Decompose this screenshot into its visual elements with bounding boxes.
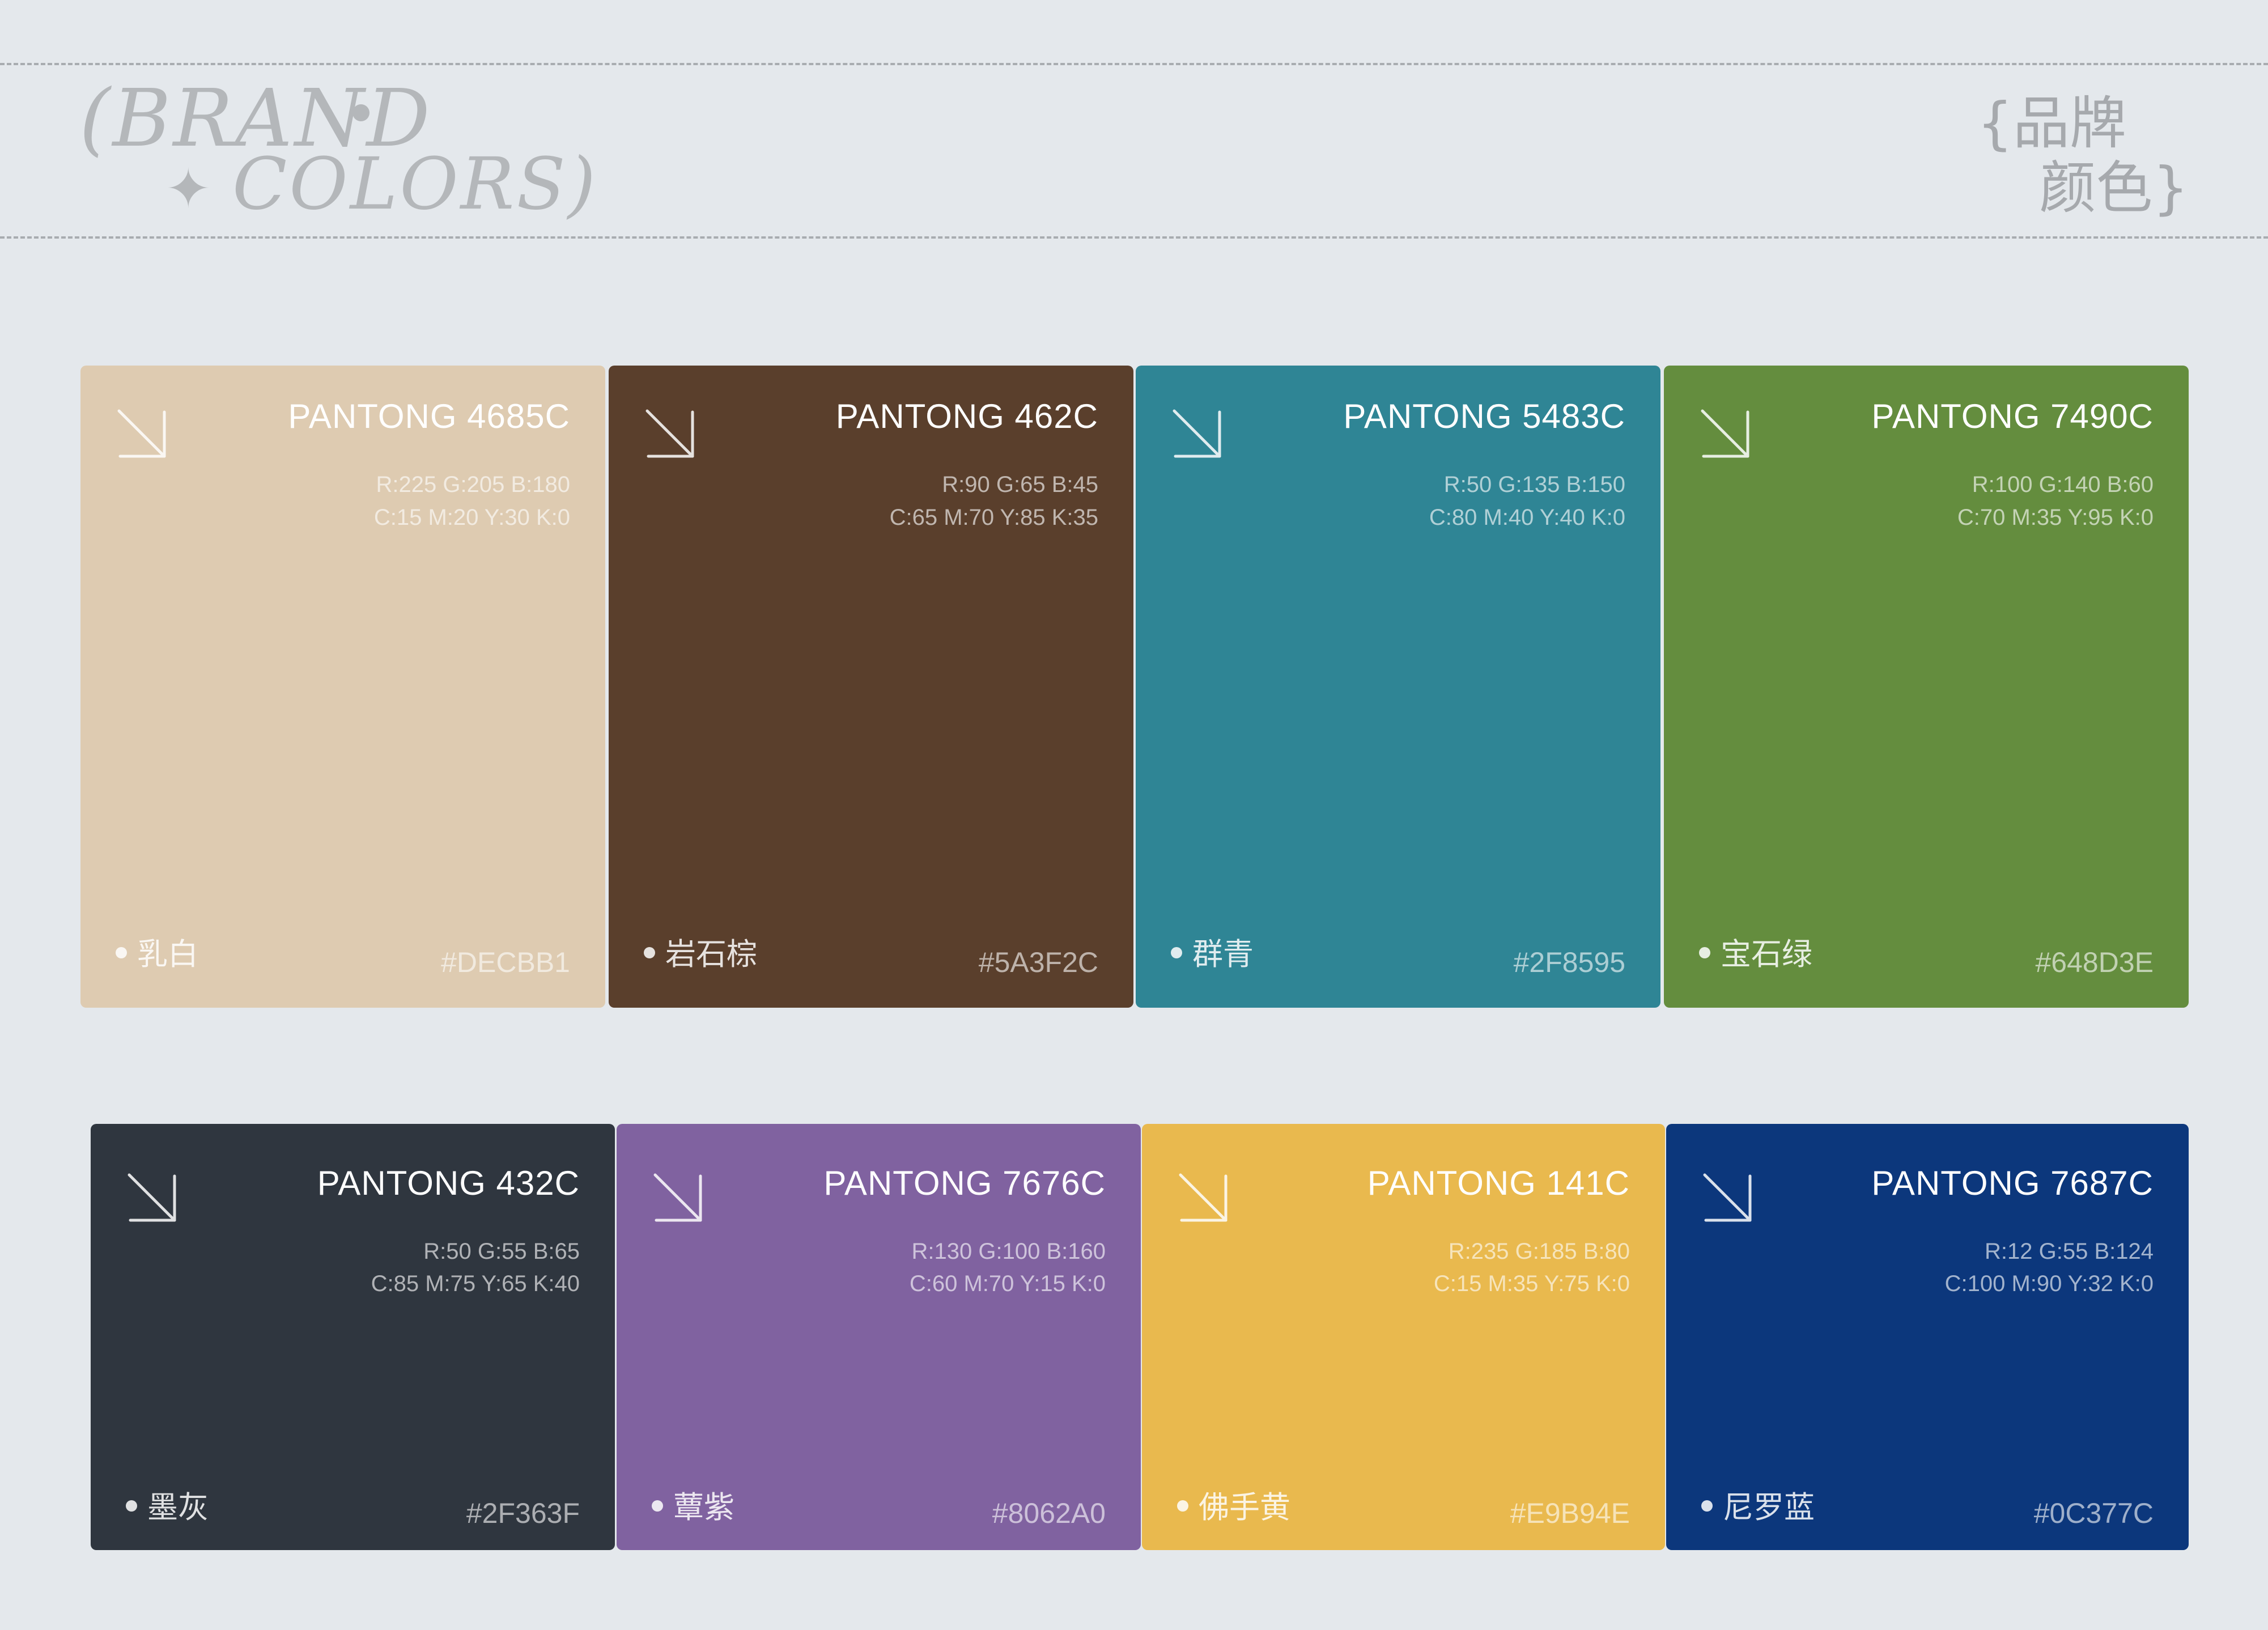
color-card-ultramarine: PANTONG 5483C R:50 G:135 B:150 C:80 M:40… (1136, 366, 1660, 1008)
color-card-jade-green: PANTONG 7490C R:100 G:140 B:60 C:70 M:35… (1664, 366, 2189, 1008)
pantone-code: PANTONG 7676C (823, 1164, 1106, 1202)
pantone-code: PANTONG 7687C (1871, 1164, 2154, 1202)
cmyk-values: C:65 M:70 Y:85 K:35 (889, 505, 1098, 530)
color-name-text: 蕈紫 (673, 1489, 734, 1525)
cmyk-values: C:85 M:75 Y:65 K:40 (371, 1271, 580, 1296)
rgb-values: R:50 G:135 B:150 (1443, 472, 1625, 497)
color-name-text: 墨灰 (147, 1489, 209, 1525)
logo-brand-text: (BRAND (79, 73, 432, 165)
color-card-nile-blue: PANTONG 7687C R:12 G:55 B:124 C:100 M:90… (1666, 1124, 2189, 1550)
hex-code: #5A3F2C (978, 946, 1098, 978)
color-name: 乳白 (116, 939, 198, 970)
arrow-down-right-icon (1700, 1170, 1757, 1227)
color-name: 墨灰 (126, 1492, 209, 1523)
color-card-citron-yellow: PANTONG 141C R:235 G:185 B:80 C:15 M:35 … (1142, 1124, 1665, 1550)
bullet-dot-icon (126, 1500, 137, 1512)
bottom-dashed-divider (0, 236, 2268, 239)
hex-code: #DECBB1 (441, 946, 570, 978)
bullet-dot-icon (652, 1500, 663, 1512)
cmyk-values: C:70 M:35 Y:95 K:0 (1957, 505, 2154, 530)
arrow-down-right-icon (643, 406, 699, 463)
pantone-code: PANTONG 5483C (1343, 397, 1625, 435)
cmyk-values: C:80 M:40 Y:40 K:0 (1429, 505, 1625, 530)
cmyk-values: C:60 M:70 Y:15 K:0 (909, 1271, 1106, 1296)
color-name: 岩石棕 (644, 939, 757, 970)
color-name-text: 群青 (1192, 936, 1254, 972)
rgb-values: R:225 G:205 B:180 (376, 472, 570, 497)
color-name-text: 岩石棕 (665, 936, 757, 972)
cmyk-values: C:15 M:20 Y:30 K:0 (373, 505, 570, 530)
arrow-down-right-icon (125, 1170, 181, 1227)
bullet-dot-icon (1699, 947, 1710, 959)
pantone-code: PANTONG 432C (317, 1164, 580, 1202)
arrow-down-right-icon (1176, 1170, 1233, 1227)
color-name: 群青 (1171, 939, 1254, 970)
color-name-text: 宝石绿 (1721, 936, 1812, 972)
logo-colors-text: COLORS) (232, 142, 598, 226)
cmyk-values: C:100 M:90 Y:32 K:0 (1944, 1271, 2154, 1296)
hex-code: #2F8595 (1513, 946, 1625, 978)
color-name: 佛手黄 (1177, 1492, 1290, 1523)
color-card-ink-gray: PANTONG 432C R:50 G:55 B:65 C:85 M:75 Y:… (91, 1124, 615, 1550)
color-card-cream: PANTONG 4685C R:225 G:205 B:180 C:15 M:2… (80, 366, 605, 1008)
hex-code: #0C377C (2033, 1497, 2154, 1529)
pantone-code: PANTONG 7490C (1871, 397, 2154, 435)
arrow-down-right-icon (114, 406, 171, 463)
color-name-text: 佛手黄 (1199, 1489, 1290, 1525)
cn-title-line2: 颜色} (2039, 155, 2189, 221)
rgb-values: R:12 G:55 B:124 (1985, 1239, 2154, 1264)
top-dashed-divider (0, 63, 2268, 65)
color-name-text: 尼罗蓝 (1723, 1489, 1815, 1525)
rgb-values: R:90 G:65 B:45 (942, 472, 1098, 497)
arrow-down-right-icon (1698, 406, 1755, 463)
bullet-dot-icon (1701, 1500, 1713, 1512)
pantone-code: PANTONG 141C (1367, 1164, 1630, 1202)
color-card-mushroom-purple: PANTONG 7676C R:130 G:100 B:160 C:60 M:7… (617, 1124, 1141, 1550)
color-name: 蕈紫 (652, 1492, 734, 1523)
hex-code: #2F363F (466, 1497, 580, 1529)
arrow-down-right-icon (651, 1170, 707, 1227)
color-name-text: 乳白 (137, 936, 198, 972)
hex-code: #648D3E (2035, 946, 2154, 978)
bullet-dot-icon (644, 947, 655, 959)
rgb-values: R:235 G:185 B:80 (1448, 1239, 1630, 1264)
rgb-values: R:100 G:140 B:60 (1972, 472, 2154, 497)
bullet-dot-icon (1171, 947, 1182, 959)
hex-code: #E9B94E (1510, 1497, 1630, 1529)
logo-dot-icon (352, 104, 369, 121)
color-name: 尼罗蓝 (1701, 1492, 1815, 1523)
rgb-values: R:50 G:55 B:65 (423, 1239, 580, 1264)
cn-title-line1: {品牌 (1977, 90, 2126, 156)
hex-code: #8062A0 (992, 1497, 1106, 1529)
bullet-dot-icon (116, 947, 127, 959)
cmyk-values: C:15 M:35 Y:75 K:0 (1433, 1271, 1630, 1296)
pantone-code: PANTONG 4685C (288, 397, 570, 435)
rgb-values: R:130 G:100 B:160 (911, 1239, 1106, 1264)
bullet-dot-icon (1177, 1500, 1188, 1512)
color-card-rock-brown: PANTONG 462C R:90 G:65 B:45 C:65 M:70 Y:… (609, 366, 1133, 1008)
pantone-code: PANTONG 462C (835, 397, 1098, 435)
arrow-down-right-icon (1170, 406, 1226, 463)
sparkle-icon: ✦ (165, 157, 211, 220)
color-name: 宝石绿 (1699, 939, 1812, 970)
